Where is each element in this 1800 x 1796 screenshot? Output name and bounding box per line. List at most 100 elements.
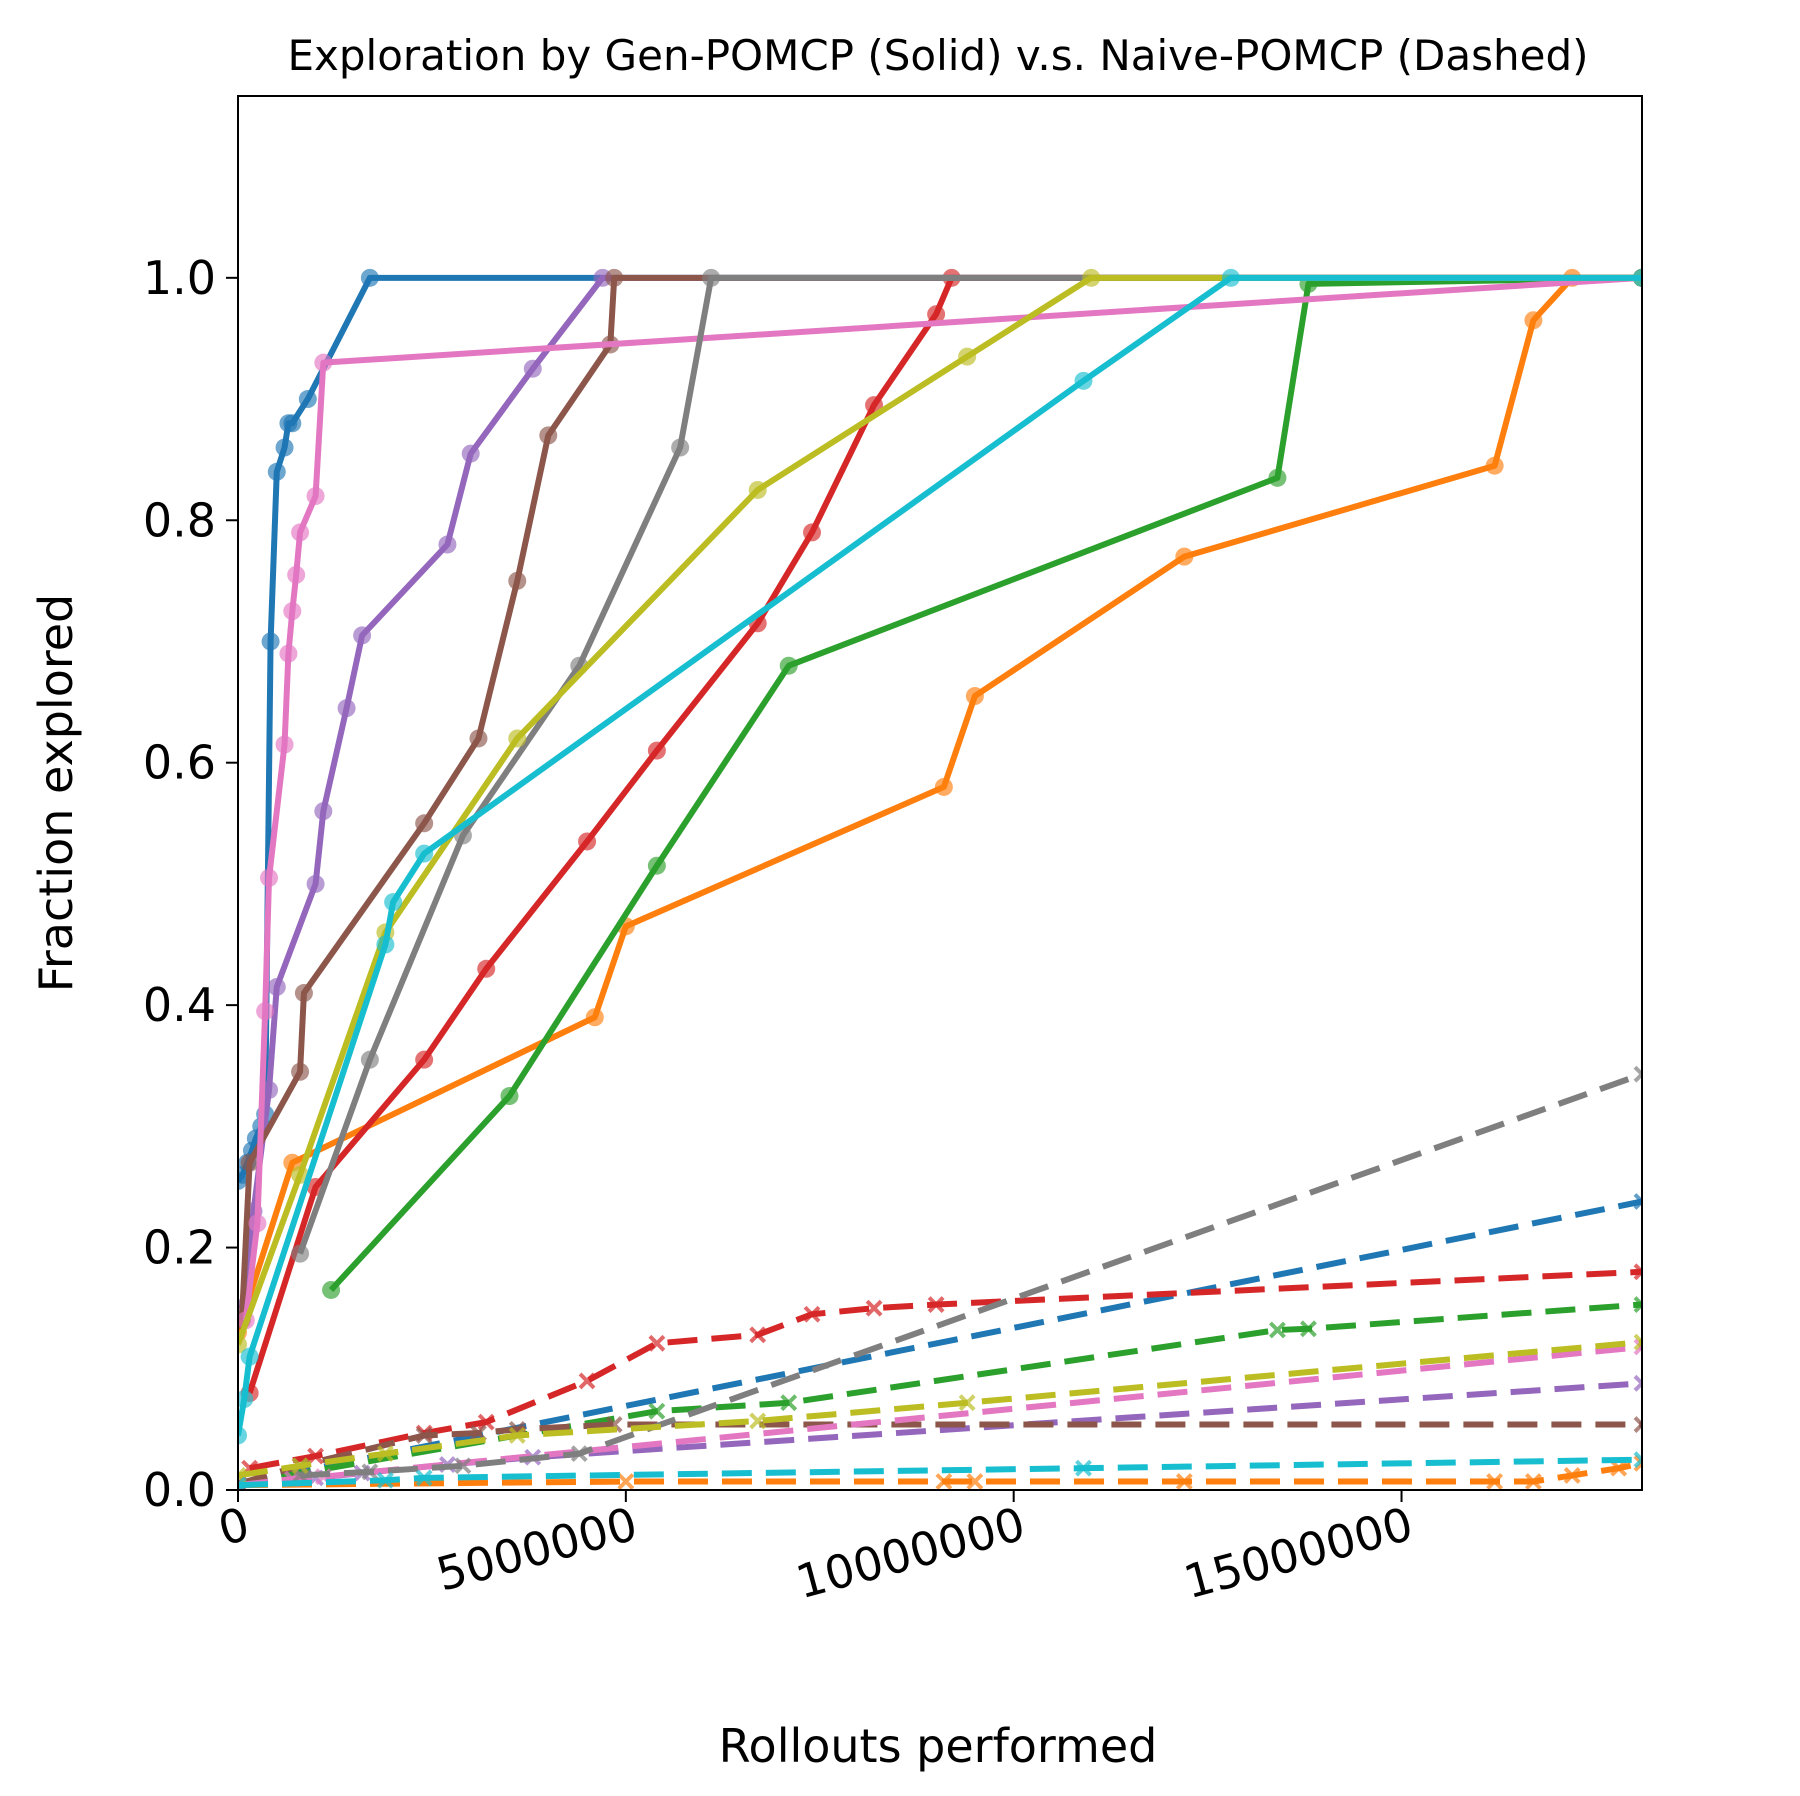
data-point	[1633, 1416, 1642, 1433]
y-tick-label: 0.0	[143, 1463, 216, 1517]
data-point	[702, 268, 721, 287]
data-point	[927, 1296, 945, 1313]
data-point	[415, 814, 434, 833]
data-point	[415, 1050, 434, 1069]
data-point	[935, 1473, 953, 1490]
data-point	[647, 856, 666, 875]
x-axis: 0 5000000 10000000 15000000	[213, 1490, 1418, 1609]
data-point	[1633, 1454, 1642, 1472]
data-point	[570, 1445, 588, 1463]
gen-pomcp-series-3	[240, 268, 1642, 1403]
naive-pomcp-series-13	[241, 1263, 1642, 1477]
data-point	[1633, 1374, 1642, 1392]
data-point	[376, 935, 395, 954]
x-axis-label: Rollouts performed	[719, 1719, 1158, 1773]
data-point	[275, 438, 294, 457]
data-point	[617, 1473, 635, 1490]
gen-pomcp-series-0	[238, 268, 1642, 1190]
data-point	[314, 353, 333, 372]
y-tick-label: 0.8	[143, 493, 216, 547]
data-point	[927, 305, 946, 324]
naive-pomcp-series-14	[238, 1374, 1642, 1490]
naive-pomcp-series-11	[238, 1454, 1642, 1490]
data-point	[1175, 1473, 1193, 1490]
gen-pomcp-series-6	[238, 268, 1642, 1330]
data-point	[477, 1413, 495, 1431]
naive-pomcp-series-10	[238, 1193, 1642, 1490]
data-point	[275, 735, 294, 754]
data-point	[360, 268, 379, 287]
data-point	[291, 1457, 309, 1475]
data-point	[461, 444, 480, 463]
series-line	[238, 1460, 1642, 1489]
data-point	[749, 1326, 767, 1344]
data-point	[267, 977, 286, 996]
naive-pomcp-series-17	[291, 1065, 1642, 1484]
data-point	[1633, 1193, 1642, 1210]
data-point	[605, 268, 624, 287]
data-point	[803, 523, 822, 542]
data-point	[283, 414, 302, 433]
data-point	[803, 1305, 821, 1323]
data-point	[260, 868, 279, 887]
data-point	[256, 1002, 275, 1021]
data-point	[1300, 1320, 1317, 1338]
data-point	[291, 1165, 310, 1184]
data-point	[1633, 1263, 1642, 1281]
data-point	[1633, 1451, 1642, 1469]
data-point	[261, 632, 280, 651]
chart-title: Exploration by Gen-POMCP (Solid) v.s. Na…	[287, 31, 1588, 80]
data-point	[508, 1427, 526, 1444]
data-point	[360, 1050, 379, 1069]
data-point	[306, 874, 325, 893]
data-point	[238, 1390, 254, 1409]
series-line	[238, 274, 1642, 1436]
data-point	[1485, 456, 1504, 475]
data-point	[353, 626, 372, 645]
data-point	[966, 1473, 984, 1490]
x-tick-label: 15000000	[1178, 1496, 1418, 1609]
data-point	[306, 487, 325, 506]
data-point	[1269, 1321, 1286, 1339]
data-point	[1524, 311, 1543, 330]
gen-pomcp-series-8	[238, 268, 1642, 1354]
data-point	[1633, 1338, 1642, 1356]
series-line	[238, 1339, 1642, 1479]
data-point	[438, 535, 457, 554]
data-point	[671, 438, 690, 457]
data-point	[578, 1372, 596, 1390]
data-point	[337, 699, 356, 718]
data-point	[240, 1347, 259, 1366]
y-tick-label: 0.6	[143, 736, 216, 790]
series-line	[328, 274, 1642, 1293]
data-point	[307, 1447, 324, 1465]
x-tick-label: 10000000	[790, 1496, 1030, 1609]
data-point	[865, 1299, 883, 1317]
data-point	[291, 1244, 310, 1263]
data-point	[647, 741, 666, 760]
data-point	[376, 1471, 394, 1489]
data-point	[965, 687, 984, 706]
data-point	[291, 523, 310, 542]
data-point	[477, 959, 496, 978]
data-point	[248, 1214, 267, 1233]
x-tick-label: 5000000	[431, 1496, 643, 1601]
data-point	[279, 644, 298, 663]
data-point	[314, 802, 333, 821]
data-point	[1633, 1065, 1642, 1083]
y-axis: 0.0 0.2 0.4 0.6 0.8 1.0	[143, 251, 238, 1517]
data-point	[585, 1008, 604, 1027]
data-point	[780, 1394, 798, 1412]
y-tick-label: 0.2	[143, 1221, 216, 1275]
series-line	[238, 274, 1642, 1346]
naive-pomcp-series-18	[238, 1333, 1642, 1484]
data-point	[1082, 268, 1101, 287]
plot-frame	[237, 95, 1643, 1491]
data-point	[415, 844, 434, 863]
data-point	[578, 832, 597, 851]
data-point	[1074, 371, 1093, 390]
data-point	[240, 1153, 259, 1172]
data-point	[648, 1402, 666, 1420]
data-point	[283, 602, 302, 621]
